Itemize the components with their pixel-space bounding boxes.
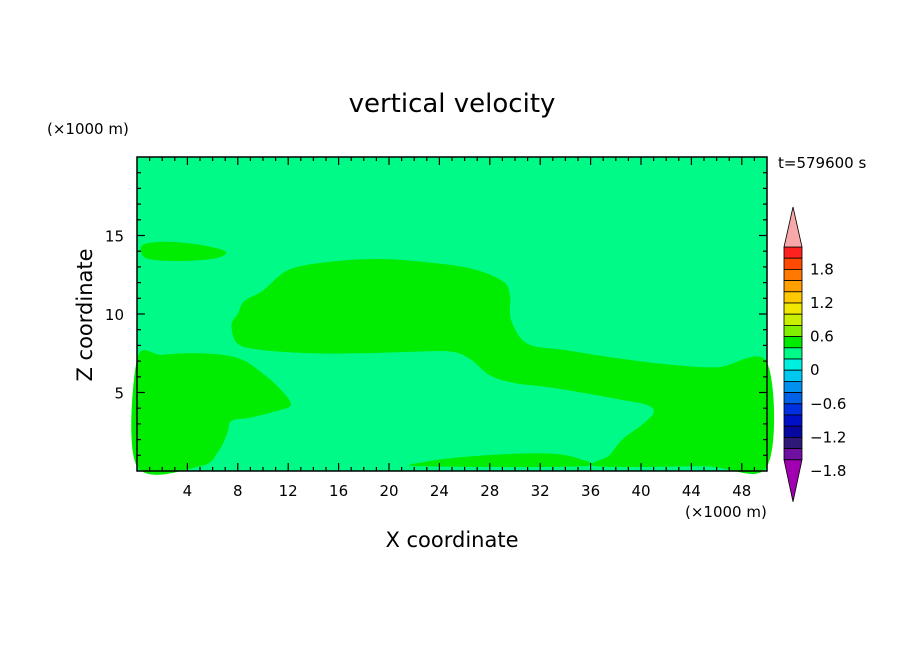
y-axis-label: Z coordinate [73, 248, 97, 381]
colorbar-tick-label: −1.2 [810, 428, 846, 446]
colorbar-segment [783, 403, 803, 416]
contour-region-2 [231, 259, 775, 474]
colorbar-segment [783, 336, 803, 349]
colorbar [783, 206, 803, 502]
colorbar-tick-label: 1.2 [810, 294, 834, 312]
colorbar-under-triangle [783, 459, 803, 502]
colorbar-segment [783, 358, 803, 371]
x-tick-label: 16 [329, 482, 348, 500]
y-tick-labels: 5 10 15 [105, 228, 124, 403]
colorbar-segment [783, 268, 803, 281]
colorbar-segment [783, 425, 803, 438]
x-tick-label: 44 [682, 482, 701, 500]
colorbar-segment [783, 436, 803, 449]
colorbar-segment [783, 414, 803, 427]
colorbar-segment [783, 392, 803, 405]
colorbar-segment [783, 369, 803, 382]
colorbar-segment [783, 313, 803, 326]
x-tick-labels: 4 8 12 16 20 24 28 32 36 40 44 48 [183, 482, 752, 500]
x-tick-label: 40 [631, 482, 650, 500]
colorbar-segment [783, 324, 803, 337]
colorbar-segment [783, 246, 803, 259]
colorbar-tick-label: −0.6 [810, 395, 846, 413]
colorbar-segment [783, 257, 803, 270]
x-tick-label: 48 [732, 482, 751, 500]
x-axis-label: X coordinate [385, 528, 518, 552]
colorbar-tick-labels: 1.8 1.2 0.6 0 −0.6 −1.2 −1.8 [810, 260, 846, 480]
colorbar-tick-label: −1.8 [810, 462, 846, 480]
contour-region-1 [140, 241, 227, 261]
colorbar-segment [783, 302, 803, 315]
y-axis-unit: (×1000 m) [47, 120, 129, 138]
colorbar-segment [783, 380, 803, 393]
contour-region-4 [409, 453, 593, 468]
y-tick-label: 10 [105, 306, 124, 324]
colorbar-segment [783, 291, 803, 304]
y-tick-label: 5 [114, 385, 124, 403]
time-label: t=579600 s [778, 154, 866, 172]
y-tick-label: 15 [105, 228, 124, 246]
colorbar-segment [783, 448, 803, 461]
x-tick-label: 32 [531, 482, 550, 500]
contour-regions [131, 241, 775, 475]
x-tick-label: 4 [183, 482, 193, 500]
chart-title: vertical velocity [349, 89, 556, 119]
x-tick-label: 12 [279, 482, 298, 500]
colorbar-segment [783, 280, 803, 293]
contour-region-3 [131, 350, 291, 475]
plot-frame [136, 156, 768, 472]
colorbar-tick-label: 0 [810, 361, 820, 379]
x-tick-label: 20 [379, 482, 398, 500]
x-tick-label: 8 [233, 482, 243, 500]
colorbar-segment [783, 347, 803, 360]
colorbar-tick-label: 1.8 [810, 260, 834, 278]
colorbar-tick-label: 0.6 [810, 328, 834, 346]
x-tick-label: 24 [430, 482, 449, 500]
x-tick-label: 36 [581, 482, 600, 500]
colorbar-over-triangle [783, 206, 803, 248]
x-axis-unit: (×1000 m) [685, 503, 767, 521]
x-tick-label: 28 [480, 482, 499, 500]
